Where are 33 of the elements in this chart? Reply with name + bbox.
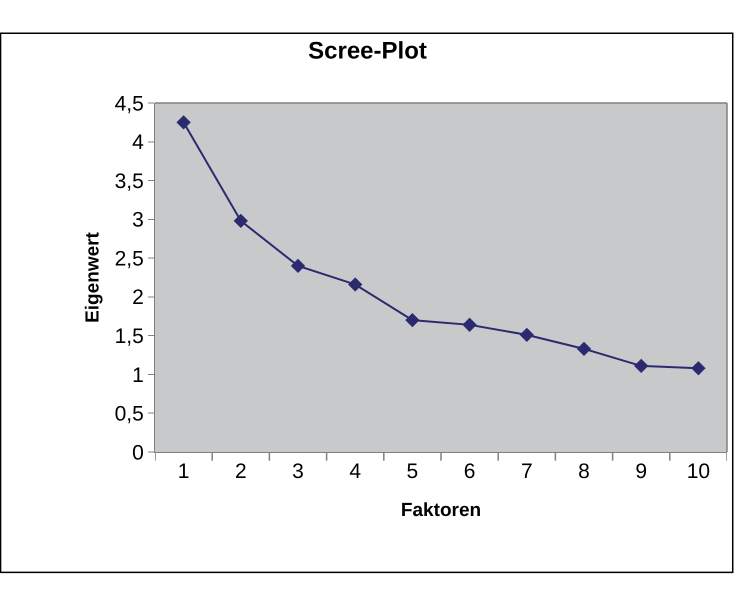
y-tick-label: 3,5 xyxy=(114,170,144,193)
point xyxy=(234,214,248,228)
x-tick-label: 3 xyxy=(292,460,304,484)
y-tick-label: 3 xyxy=(132,208,144,232)
y-tick-label: 1 xyxy=(132,364,144,387)
y-tick-label: 1,5 xyxy=(114,325,144,348)
x-tick-label: 2 xyxy=(234,460,247,484)
y-tick-label: 4,5 xyxy=(114,92,144,116)
point xyxy=(348,277,362,292)
chart-title: Scree-Plot xyxy=(308,38,427,65)
y-axis-title: Eigenwert xyxy=(82,231,104,323)
x-tick-label: 6 xyxy=(464,460,476,484)
point xyxy=(405,313,420,328)
y-tick-label: 0,5 xyxy=(114,402,144,426)
point xyxy=(691,361,706,376)
x-tick-label: 4 xyxy=(349,460,362,484)
point xyxy=(290,258,306,274)
x-tick-label: 5 xyxy=(406,460,418,484)
x-tick-label: 1 xyxy=(178,460,190,484)
x-tick-label: 7 xyxy=(520,460,533,484)
x-tick-label: 8 xyxy=(578,460,590,484)
point xyxy=(520,328,534,342)
point xyxy=(634,358,648,374)
y-tick-label: 2 xyxy=(132,286,144,310)
x-tick-label: 9 xyxy=(635,460,648,484)
y-tick-label: 0 xyxy=(132,441,144,464)
y-tick-label: 2,5 xyxy=(114,247,144,270)
y-tick-label: 4 xyxy=(132,131,144,154)
x-axis-title: Faktoren xyxy=(400,500,482,521)
x-tick-label: 10 xyxy=(686,460,710,484)
point xyxy=(576,342,592,356)
point xyxy=(176,115,191,130)
point xyxy=(462,318,477,332)
